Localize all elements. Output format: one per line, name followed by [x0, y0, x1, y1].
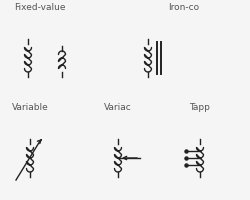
Text: Variac: Variac [104, 103, 132, 112]
Text: Iron-co: Iron-co [168, 3, 199, 12]
Text: Fixed-value: Fixed-value [14, 3, 66, 12]
Text: Tapp: Tapp [190, 103, 210, 112]
Text: Variable: Variable [12, 103, 49, 112]
